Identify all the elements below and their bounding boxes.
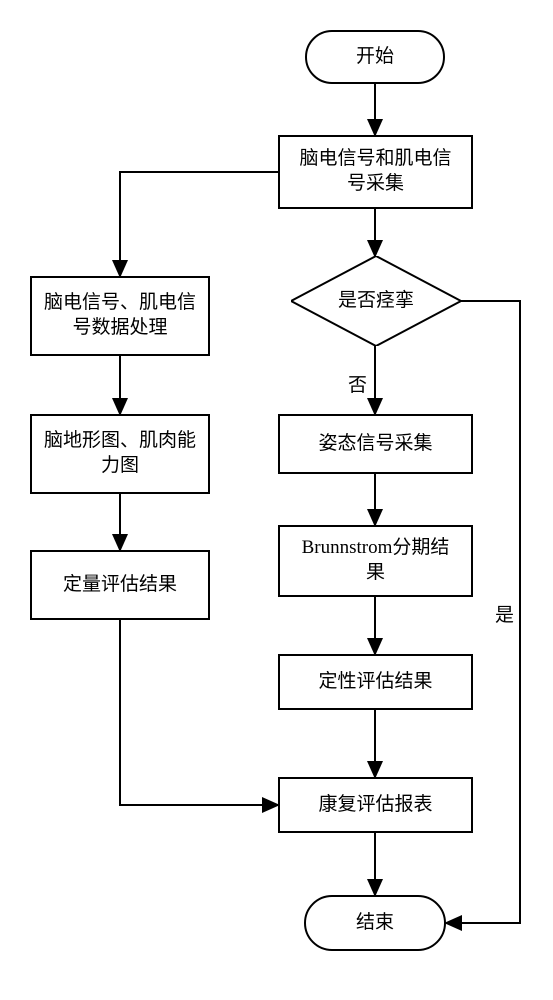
node-proc-l2: 脑地形图、肌肉能力图 xyxy=(30,414,210,494)
node-proc-r2-label: Brunnstrom分期结果 xyxy=(302,536,450,585)
node-proc-l3-label: 定量评估结果 xyxy=(63,573,177,598)
edge-label-no: 否 xyxy=(348,370,367,397)
node-proc-l2-label: 脑地形图、肌肉能力图 xyxy=(44,429,196,478)
node-proc-r1: 姿态信号采集 xyxy=(278,414,473,474)
node-proc-l1-label: 脑电信号、肌电信号数据处理 xyxy=(44,291,196,340)
node-proc-r3-label: 定性评估结果 xyxy=(318,670,432,695)
node-proc-r3: 定性评估结果 xyxy=(278,654,473,710)
node-decision: 是否痉挛 xyxy=(291,256,461,346)
node-report-label: 康复评估报表 xyxy=(318,793,432,818)
node-report: 康复评估报表 xyxy=(278,777,473,833)
node-start-label: 开始 xyxy=(356,45,394,70)
node-collect: 脑电信号和肌电信号采集 xyxy=(278,135,473,209)
node-end: 结束 xyxy=(304,895,446,951)
node-proc-r2: Brunnstrom分期结果 xyxy=(278,525,473,597)
node-start: 开始 xyxy=(305,30,445,84)
node-proc-r1-label: 姿态信号采集 xyxy=(318,432,432,457)
node-proc-l3: 定量评估结果 xyxy=(30,550,210,620)
node-collect-label: 脑电信号和肌电信号采集 xyxy=(299,147,451,196)
edge-label-yes: 是 xyxy=(495,600,514,627)
node-proc-l1: 脑电信号、肌电信号数据处理 xyxy=(30,276,210,356)
node-decision-label: 是否痉挛 xyxy=(338,289,414,314)
node-end-label: 结束 xyxy=(356,911,394,936)
